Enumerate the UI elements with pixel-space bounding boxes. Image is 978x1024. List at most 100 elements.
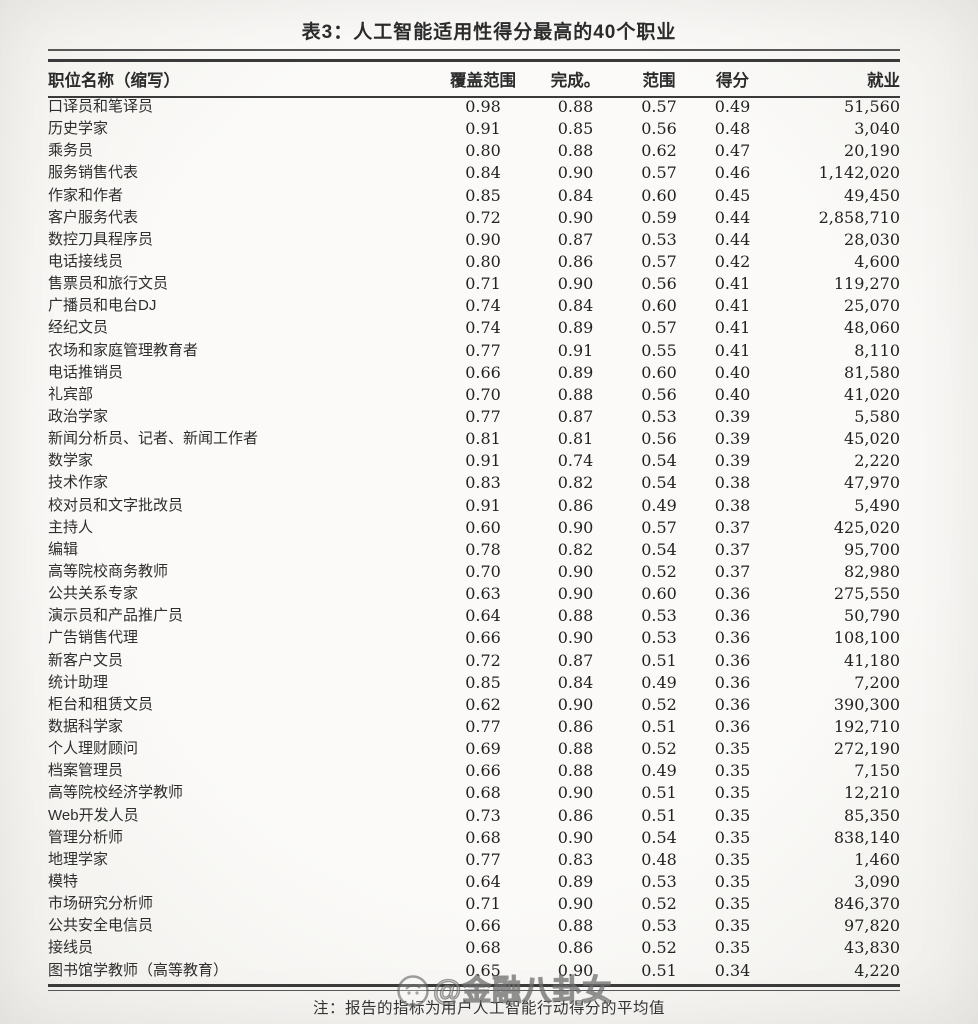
cell-coverage: 0.81 <box>465 429 501 449</box>
cell-scope: 0.52 <box>641 739 677 759</box>
cell-completion: 0.87 <box>557 229 594 249</box>
table-row: 图书馆学教师（高等教育） 0.65 0.90 0.51 0.34 4,220 <box>48 959 900 981</box>
cell-scope: 0.60 <box>641 584 677 604</box>
cell-score: 0.36 <box>714 717 751 736</box>
cell-employment: 5,490 <box>854 495 900 515</box>
cell-coverage: 0.71 <box>465 274 501 294</box>
cell-scope: 0.60 <box>641 362 677 382</box>
cell-scope: 0.51 <box>641 650 677 670</box>
cell-scope: 0.54 <box>641 827 677 847</box>
cell-completion: 0.90 <box>557 694 594 714</box>
cell-completion: 0.90 <box>557 894 594 914</box>
cell-coverage: 0.70 <box>465 384 501 404</box>
cell-completion: 0.83 <box>557 849 594 869</box>
cell-employment: 50,790 <box>844 606 900 626</box>
cell-employment: 28,030 <box>844 229 900 249</box>
cell-name: 公共安全电信员 <box>48 917 154 935</box>
cell-scope: 0.59 <box>641 207 677 227</box>
table-row: 柜台和租赁文员 0.62 0.90 0.52 0.36 390,300 <box>48 694 900 716</box>
cell-coverage: 0.68 <box>465 938 501 958</box>
cell-scope: 0.54 <box>641 451 677 471</box>
cell-employment: 7,200 <box>854 672 900 692</box>
cell-employment: 4,220 <box>854 960 900 980</box>
column-header-employment: 就业 <box>867 72 900 90</box>
cell-employment: 47,970 <box>844 473 900 493</box>
cell-scope: 0.48 <box>641 849 677 869</box>
cell-score: 0.36 <box>714 694 751 714</box>
cell-completion: 0.90 <box>557 517 594 537</box>
header-row: 职位名称（缩写） 覆盖范围 完成。 范围 得分 就业 <box>48 62 900 96</box>
cell-score: 0.35 <box>714 871 751 891</box>
cell-coverage: 0.80 <box>465 141 501 161</box>
cell-scope: 0.56 <box>641 274 677 294</box>
cell-score: 0.36 <box>714 584 751 604</box>
cell-coverage: 0.77 <box>465 849 501 869</box>
table-row: 经纪文员 0.74 0.89 0.57 0.41 48,060 <box>48 317 900 339</box>
table-row: 高等院校经济学教师 0.68 0.90 0.51 0.35 12,210 <box>48 782 900 804</box>
cell-scope: 0.60 <box>641 185 677 205</box>
cell-employment: 82,980 <box>844 562 900 582</box>
cell-employment: 48,060 <box>844 318 900 338</box>
cell-score: 0.48 <box>714 119 751 139</box>
cell-employment: 51,560 <box>844 97 900 117</box>
cell-scope: 0.52 <box>641 694 677 714</box>
cell-name: 高等院校商务教师 <box>48 563 169 581</box>
cell-completion: 0.86 <box>557 938 594 958</box>
table-row: 口译员和笔译员 0.98 0.88 0.57 0.49 51,560 <box>48 96 900 118</box>
cell-employment: 390,300 <box>833 694 900 714</box>
cell-name: 乘务员 <box>48 142 94 160</box>
cell-name: 模特 <box>48 872 79 890</box>
cell-completion: 0.87 <box>557 650 594 670</box>
cell-name: 礼宾部 <box>48 385 94 403</box>
table-row: 客户服务代表 0.72 0.90 0.59 0.44 2,858,710 <box>48 207 900 229</box>
cell-score: 0.49 <box>714 97 751 117</box>
cell-score: 0.41 <box>714 340 751 360</box>
table-row: 校对员和文字批改员 0.91 0.86 0.49 0.38 5,490 <box>48 495 900 517</box>
cell-scope: 0.53 <box>641 628 677 648</box>
cell-coverage: 0.91 <box>465 495 501 515</box>
cell-employment: 49,450 <box>844 185 900 205</box>
cell-coverage: 0.66 <box>465 761 501 781</box>
cell-scope: 0.51 <box>641 717 677 736</box>
cell-score: 0.36 <box>714 672 751 692</box>
cell-name: 服务销售代表 <box>48 164 139 182</box>
cell-score: 0.39 <box>714 429 751 449</box>
column-header-name: 职位名称（缩写） <box>48 72 180 90</box>
cell-name: 市场研究分析师 <box>48 895 154 913</box>
table-row: 新闻分析员、记者、新闻工作者 0.81 0.81 0.56 0.39 45,020 <box>48 428 900 450</box>
cell-completion: 0.89 <box>557 362 594 382</box>
cell-name: 技术作家 <box>48 474 109 492</box>
cell-scope: 0.55 <box>641 340 677 360</box>
cell-scope: 0.54 <box>641 539 677 559</box>
cell-employment: 45,020 <box>844 429 900 449</box>
cell-score: 0.41 <box>714 318 751 338</box>
cell-completion: 0.90 <box>557 960 594 980</box>
cell-completion: 0.85 <box>557 119 594 139</box>
cell-coverage: 0.66 <box>465 628 501 648</box>
table-row: 地理学家 0.77 0.83 0.48 0.35 1,460 <box>48 849 900 871</box>
cell-employment: 41,180 <box>844 650 900 670</box>
cell-coverage: 0.80 <box>465 252 501 272</box>
cell-completion: 0.88 <box>557 761 594 781</box>
cell-name: 客户服务代表 <box>48 208 139 226</box>
cell-name: 高等院校经济学教师 <box>48 784 184 802</box>
cell-name: 广告销售代理 <box>48 629 139 647</box>
cell-name: 主持人 <box>48 518 94 536</box>
cell-scope: 0.57 <box>641 252 677 272</box>
cell-coverage: 0.83 <box>465 473 501 493</box>
cell-completion: 0.90 <box>557 562 594 582</box>
table-header: 职位名称（缩写） 覆盖范围 完成。 范围 得分 就业 <box>48 62 900 96</box>
cell-completion: 0.87 <box>557 407 594 427</box>
cell-name: 数控刀具程序员 <box>48 230 154 248</box>
cell-employment: 1,142,020 <box>818 163 900 183</box>
cell-name: 图书馆学教师（高等教育） <box>48 961 229 979</box>
cell-score: 0.36 <box>714 606 751 626</box>
cell-completion: 0.88 <box>557 141 594 161</box>
cell-employment: 1,460 <box>854 849 900 869</box>
cell-employment: 41,020 <box>844 384 900 404</box>
cell-score: 0.36 <box>714 628 751 648</box>
cell-score: 0.42 <box>714 252 751 272</box>
cell-name: 政治学家 <box>48 408 109 426</box>
cell-score: 0.36 <box>714 650 751 670</box>
